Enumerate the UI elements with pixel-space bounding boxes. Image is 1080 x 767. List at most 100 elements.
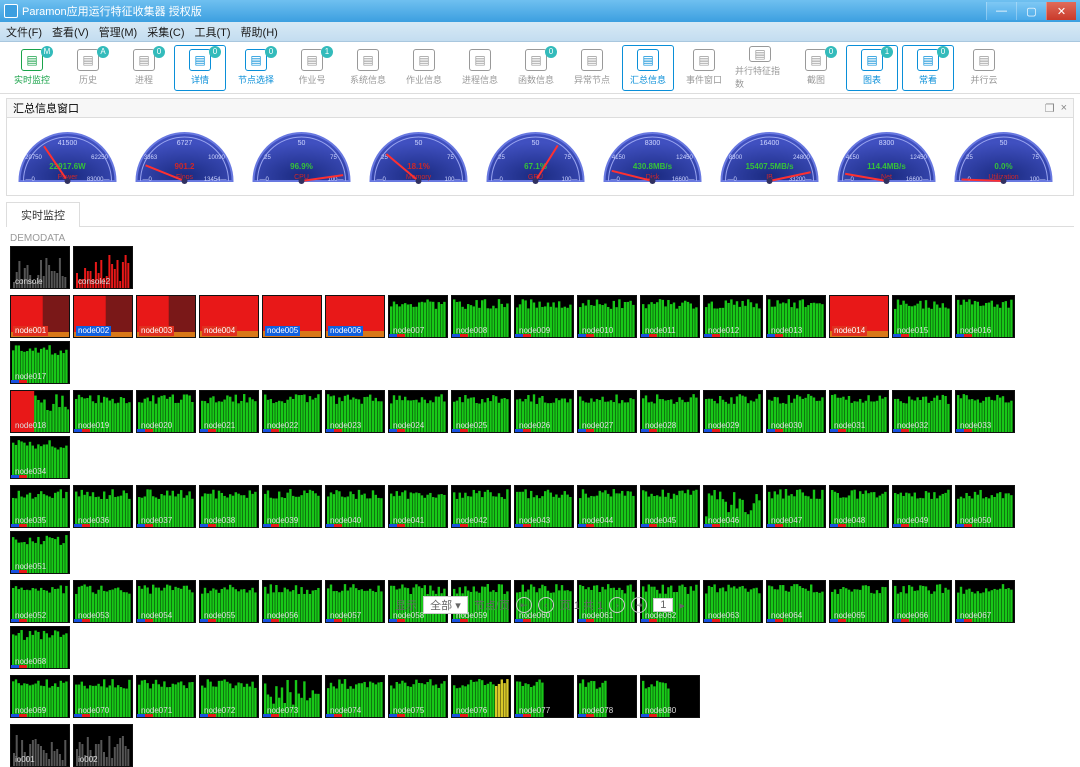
node-tile[interactable]: io002 [73, 724, 133, 767]
node-tile[interactable]: node071 [136, 675, 196, 718]
node-tile[interactable]: node044 [577, 485, 637, 528]
node-tile[interactable]: console [10, 246, 70, 289]
tile-label: node072 [202, 706, 237, 716]
toolbar-异常节点[interactable]: ▤异常节点 [566, 45, 618, 91]
node-tile[interactable]: node006 [325, 295, 385, 338]
node-tile[interactable]: node019 [73, 390, 133, 433]
node-tile[interactable]: node080 [640, 675, 700, 718]
toolbar-汇总信息[interactable]: ▤汇总信息 [622, 45, 674, 91]
node-tile[interactable]: node016 [955, 295, 1015, 338]
node-tile[interactable]: node022 [262, 390, 322, 433]
node-tile[interactable]: node017 [10, 341, 70, 384]
node-tile[interactable]: node002 [73, 295, 133, 338]
node-tile[interactable]: node020 [136, 390, 196, 433]
node-tile[interactable]: node028 [640, 390, 700, 433]
node-tile[interactable]: node023 [325, 390, 385, 433]
node-tile[interactable]: node012 [703, 295, 763, 338]
node-tile[interactable]: node015 [892, 295, 952, 338]
node-tile[interactable]: node030 [766, 390, 826, 433]
node-tile[interactable]: node003 [136, 295, 196, 338]
node-tile[interactable]: node029 [703, 390, 763, 433]
node-tile[interactable]: node008 [451, 295, 511, 338]
maximize-button[interactable]: ▢ [1016, 2, 1046, 20]
node-tile[interactable]: node076 [451, 675, 511, 718]
node-tile[interactable]: node004 [199, 295, 259, 338]
node-tile[interactable]: node048 [829, 485, 889, 528]
node-tile[interactable]: node043 [514, 485, 574, 528]
node-tile[interactable]: node038 [199, 485, 259, 528]
node-tile[interactable]: node042 [451, 485, 511, 528]
panel-close-icon[interactable]: × [1061, 102, 1067, 115]
node-tile[interactable]: node040 [325, 485, 385, 528]
node-tile[interactable]: console2 [73, 246, 133, 289]
node-tile[interactable]: node041 [388, 485, 448, 528]
node-tile[interactable]: node074 [325, 675, 385, 718]
menu-item[interactable]: 查看(V) [52, 24, 89, 40]
node-tile[interactable]: node009 [514, 295, 574, 338]
toolbar-实时监控[interactable]: ▤M实时监控 [6, 45, 58, 91]
node-tile[interactable]: node051 [10, 531, 70, 574]
close-button[interactable]: ✕ [1046, 2, 1076, 20]
node-tile[interactable]: node046 [703, 485, 763, 528]
toolbar-并行特征指数[interactable]: ▤并行特征指数 [734, 45, 786, 91]
toolbar-系统信息[interactable]: ▤系统信息 [342, 45, 394, 91]
toolbar-详情[interactable]: ▤0详情 [174, 45, 226, 91]
pager-goto[interactable]: 1 [653, 598, 673, 612]
menu-item[interactable]: 采集(C) [147, 24, 184, 40]
menu-item[interactable]: 帮助(H) [241, 24, 278, 40]
node-tile[interactable]: node045 [640, 485, 700, 528]
menu-item[interactable]: 文件(F) [6, 24, 42, 40]
toolbar-进程信息[interactable]: ▤进程信息 [454, 45, 506, 91]
pager-goto-arrow[interactable]: ▸ [679, 599, 685, 612]
toolbar-作业号[interactable]: ▤1作业号 [286, 45, 338, 91]
node-tile[interactable]: node035 [10, 485, 70, 528]
menu-item[interactable]: 管理(M) [99, 24, 138, 40]
toolbar-常看[interactable]: ▤0常看 [902, 45, 954, 91]
node-tile[interactable]: node010 [577, 295, 637, 338]
node-tile[interactable]: node072 [199, 675, 259, 718]
node-tile[interactable]: node024 [388, 390, 448, 433]
node-tile[interactable]: node075 [388, 675, 448, 718]
toolbar-进程[interactable]: ▤0进程 [118, 45, 170, 91]
node-tile[interactable]: node037 [136, 485, 196, 528]
tab-realtime[interactable]: 实时监控 [6, 202, 80, 227]
toolbar-事件窗口[interactable]: ▤事件窗口 [678, 45, 730, 91]
minimize-button[interactable]: — [986, 2, 1016, 20]
node-tile[interactable]: node050 [955, 485, 1015, 528]
node-tile[interactable]: node021 [199, 390, 259, 433]
node-tile[interactable]: node069 [10, 675, 70, 718]
node-tile[interactable]: node011 [640, 295, 700, 338]
node-tile[interactable]: node070 [73, 675, 133, 718]
toolbar-并行云[interactable]: ▤并行云 [958, 45, 1010, 91]
node-tile[interactable]: node036 [73, 485, 133, 528]
node-tile[interactable]: node047 [766, 485, 826, 528]
node-tile[interactable]: node014 [829, 295, 889, 338]
toolbar-图表[interactable]: ▤1图表 [846, 45, 898, 91]
node-tile[interactable]: node077 [514, 675, 574, 718]
node-tile[interactable]: node025 [451, 390, 511, 433]
toolbar-节点选择[interactable]: ▤0节点选择 [230, 45, 282, 91]
node-tile[interactable]: node034 [10, 436, 70, 479]
toolbar-作业信息[interactable]: ▤作业信息 [398, 45, 450, 91]
node-tile[interactable]: node073 [262, 675, 322, 718]
node-tile[interactable]: node005 [262, 295, 322, 338]
node-tile[interactable]: node013 [766, 295, 826, 338]
node-tile[interactable]: node068 [10, 626, 70, 669]
node-tile[interactable]: node033 [955, 390, 1015, 433]
node-tile[interactable]: node039 [262, 485, 322, 528]
toolbar-历史[interactable]: ▤A历史 [62, 45, 114, 91]
node-tile[interactable]: node026 [514, 390, 574, 433]
node-tile[interactable]: node027 [577, 390, 637, 433]
node-tile[interactable]: node018 [10, 390, 70, 433]
panel-restore-icon[interactable]: ❐ [1045, 102, 1055, 115]
menu-item[interactable]: 工具(T) [195, 24, 231, 40]
node-tile[interactable]: node078 [577, 675, 637, 718]
toolbar-函数信息[interactable]: ▤0函数信息 [510, 45, 562, 91]
node-tile[interactable]: node032 [892, 390, 952, 433]
node-tile[interactable]: node001 [10, 295, 70, 338]
node-tile[interactable]: node031 [829, 390, 889, 433]
node-tile[interactable]: node049 [892, 485, 952, 528]
node-tile[interactable]: node007 [388, 295, 448, 338]
node-tile[interactable]: io001 [10, 724, 70, 767]
toolbar-截图[interactable]: ▤0截图 [790, 45, 842, 91]
